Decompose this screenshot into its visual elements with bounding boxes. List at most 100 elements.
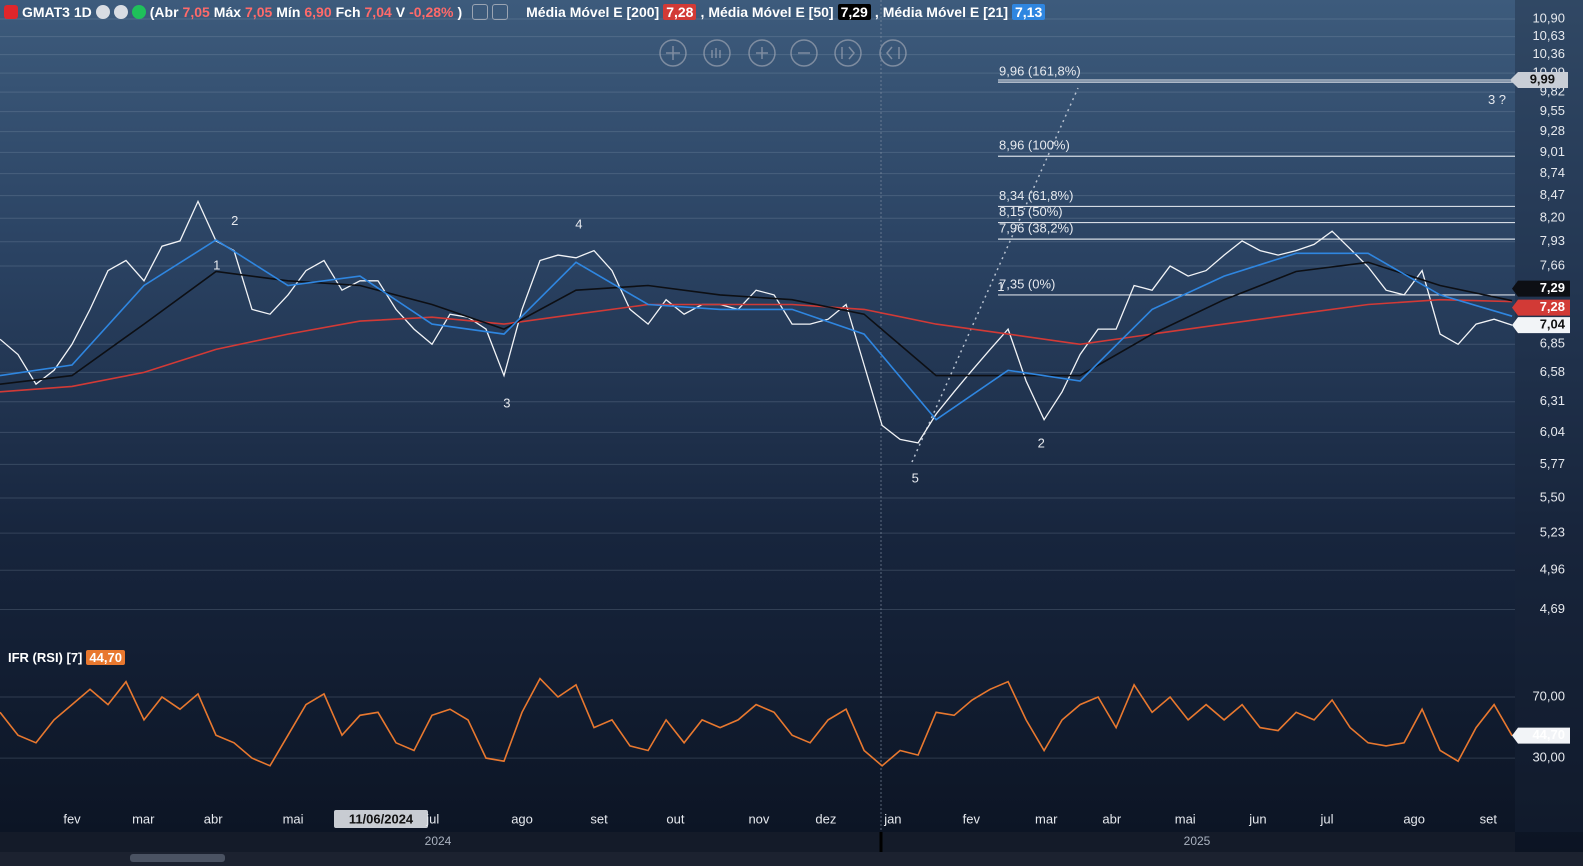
- scroll-thumb[interactable]: [130, 854, 225, 862]
- y-tick-label: 6,04: [1540, 424, 1565, 439]
- y-tick-label: 70,00: [1532, 688, 1565, 703]
- change: -0,28%: [409, 4, 454, 20]
- wave-label: 3: [503, 395, 510, 410]
- x-tick-label: set: [590, 811, 608, 826]
- x-tick-label: nov: [748, 811, 769, 826]
- x-tick-label: jul: [425, 811, 439, 826]
- series-line: [0, 199, 1513, 444]
- tool-zoom-out[interactable]: [790, 39, 818, 67]
- open-label: (Abr: [149, 4, 179, 20]
- y-tick-label: 9,55: [1540, 103, 1565, 118]
- x-tick-label: ago: [511, 811, 533, 826]
- target-badge: [1510, 72, 1568, 89]
- series-line: [0, 677, 1513, 767]
- legend-name: Média Móvel E [50]: [708, 4, 834, 20]
- icon-add[interactable]: [492, 4, 509, 20]
- y-tick-label: 5,23: [1540, 525, 1565, 540]
- low-label: Mín: [276, 4, 301, 20]
- header: GMAT3 1D (Abr 7,05 Máx 7,05 Mín 6,90 Fch…: [4, 2, 1046, 22]
- high-label: Máx: [213, 4, 242, 20]
- tool-pan[interactable]: [703, 39, 731, 67]
- value-badge: [1512, 317, 1570, 334]
- fib-label: 8,34 (61,8%): [999, 188, 1073, 203]
- change-label: V: [395, 4, 406, 20]
- year-label: 2024: [425, 834, 452, 848]
- x-tick-label: dez: [815, 811, 836, 826]
- y-tick-label: 7,66: [1540, 257, 1565, 272]
- close-label: Fch: [335, 4, 361, 20]
- y-tick-label: 9,01: [1540, 144, 1565, 159]
- projection-line: [911, 87, 1079, 463]
- y-tick-label: 8,74: [1540, 165, 1565, 180]
- x-tick-label: abr: [204, 811, 223, 826]
- x-tick-label: mar: [132, 811, 155, 826]
- y-tick-label: 8,47: [1540, 187, 1565, 202]
- x-tick-label: mai: [1175, 811, 1196, 826]
- value-badge: [1512, 280, 1570, 297]
- x-tick-label: fev: [963, 811, 981, 826]
- open: 7,05: [182, 4, 210, 20]
- logo: [4, 5, 18, 19]
- value-badge-label: 44,70: [1532, 727, 1565, 742]
- y-tick-label: 5,77: [1540, 456, 1565, 471]
- wave-label: 2: [1038, 435, 1045, 450]
- value-badge: [1512, 727, 1570, 744]
- paren: ): [457, 4, 463, 20]
- y-tick-label: 8,20: [1540, 210, 1565, 225]
- legend-value: 7,13: [1012, 4, 1046, 20]
- target-label: 9,99: [1530, 71, 1555, 86]
- icon-settings[interactable]: [95, 5, 110, 19]
- price-axis-band: [1515, 0, 1583, 832]
- fib-label: 7,35 (0%): [999, 276, 1055, 291]
- value-badge-label: 7,28: [1540, 299, 1565, 314]
- toolbar: [659, 39, 907, 67]
- wave-label: 1: [997, 279, 1004, 294]
- fib-label: 7,96 (38,2%): [999, 221, 1073, 236]
- icon-collapse[interactable]: [472, 4, 489, 20]
- value-badge-label: 7,29: [1540, 280, 1565, 295]
- fib-label: 9,96 (161,8%): [999, 64, 1081, 79]
- icon-hide[interactable]: [113, 5, 128, 19]
- tool-move[interactable]: [659, 39, 687, 67]
- y-tick-label: 10,36: [1532, 46, 1565, 61]
- x-tick-label: jul: [1320, 811, 1334, 826]
- wave-label: 4: [575, 217, 582, 232]
- x-tick-label: jun: [1248, 811, 1266, 826]
- series-line: [0, 261, 1513, 385]
- rsi-header: IFR (RSI) [7] 44,70: [8, 650, 125, 665]
- fib-label: 8,96 (100%): [999, 138, 1070, 153]
- separator: ,: [700, 4, 705, 20]
- legend-value: 7,29: [837, 4, 871, 20]
- y-tick-label: 6,85: [1540, 336, 1565, 351]
- y-tick-label: 10,90: [1532, 10, 1565, 25]
- x-tick-label: mai: [283, 811, 304, 826]
- close: 7,04: [364, 4, 392, 20]
- cursor-date: 11/06/2024: [349, 811, 414, 826]
- year-band: [0, 832, 1515, 852]
- y-tick-label: 6,31: [1540, 393, 1565, 408]
- fib-label: 8,15 (50%): [999, 204, 1063, 219]
- y-tick-label: 30,00: [1532, 750, 1565, 765]
- y-tick-label: 6,58: [1540, 364, 1565, 379]
- wave-label: 3 ?: [1488, 92, 1506, 107]
- icon-status[interactable]: [131, 5, 146, 19]
- y-tick-label: 4,96: [1540, 562, 1565, 577]
- high: 7,05: [245, 4, 273, 20]
- tool-right[interactable]: [879, 39, 907, 67]
- wave-label: 1: [213, 257, 220, 272]
- scrollbar[interactable]: [0, 852, 1583, 866]
- cursor-date-box: [334, 810, 428, 828]
- tool-left[interactable]: [834, 39, 862, 67]
- x-tick-label: mar: [1035, 811, 1058, 826]
- legend-name: Média Móvel E [21]: [882, 4, 1008, 20]
- tool-zoom-in[interactable]: [748, 39, 776, 67]
- series-line: [0, 298, 1513, 393]
- rsi-value: 44,70: [86, 650, 125, 665]
- y-tick-label: 10,63: [1532, 28, 1565, 43]
- x-tick-label: ago: [1403, 811, 1425, 826]
- wave-label: 2: [231, 213, 238, 228]
- value-badge: [1512, 299, 1570, 316]
- legend-value: 7,28: [663, 4, 697, 20]
